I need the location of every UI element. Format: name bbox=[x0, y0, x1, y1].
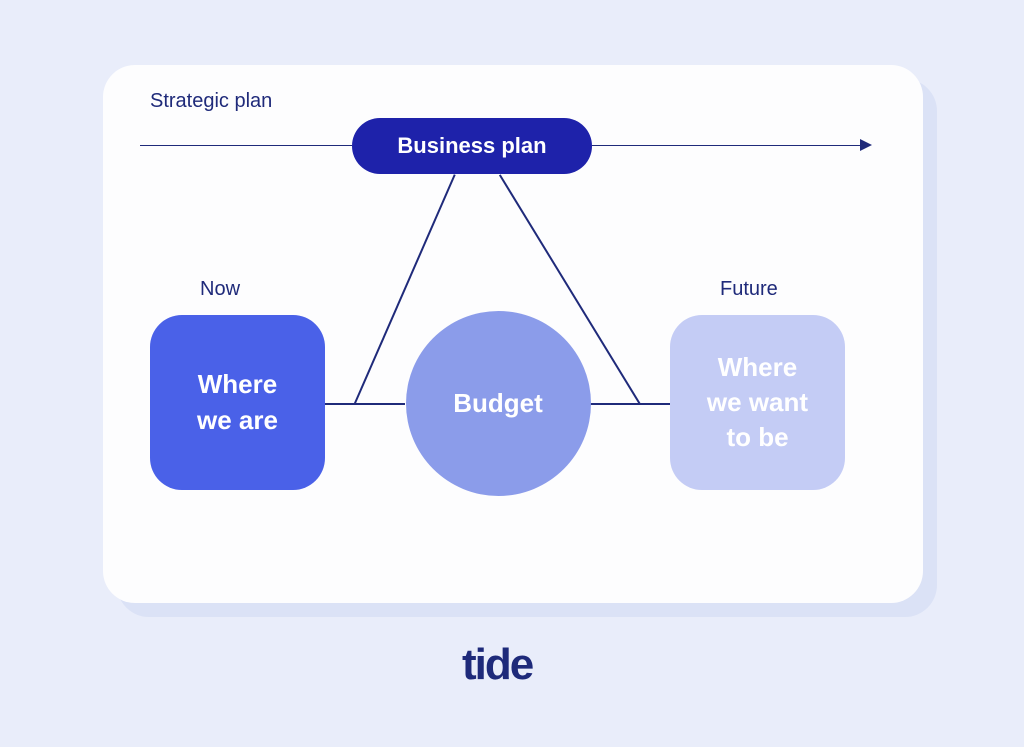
business-plan-node: Business plan bbox=[352, 118, 592, 174]
where-we-are-line2: we are bbox=[197, 403, 278, 438]
now-label: Now bbox=[200, 278, 240, 301]
connector-right bbox=[590, 403, 670, 405]
future-label: Future bbox=[720, 278, 778, 301]
connector-left bbox=[325, 403, 405, 405]
budget-label: Budget bbox=[453, 388, 543, 419]
budget-node: Budget bbox=[406, 311, 591, 496]
brand-logo: tide bbox=[462, 640, 532, 690]
where-we-want-line1: Where bbox=[707, 350, 808, 385]
where-we-want-node: Where we want to be bbox=[670, 315, 845, 490]
where-we-want-line3: to be bbox=[707, 420, 808, 455]
diagram: Strategic plan Business plan Now Future … bbox=[103, 65, 923, 603]
where-we-want-line2: we want bbox=[707, 385, 808, 420]
timeline-arrow-right bbox=[592, 145, 862, 146]
diagram-card: Strategic plan Business plan Now Future … bbox=[103, 65, 923, 603]
business-plan-label: Business plan bbox=[397, 133, 546, 159]
where-we-are-node: Where we are bbox=[150, 315, 325, 490]
where-we-are-line1: Where bbox=[197, 367, 278, 402]
strategic-plan-label: Strategic plan bbox=[150, 90, 272, 113]
arrow-head-icon bbox=[860, 139, 872, 151]
timeline-arrow-left bbox=[140, 145, 352, 146]
